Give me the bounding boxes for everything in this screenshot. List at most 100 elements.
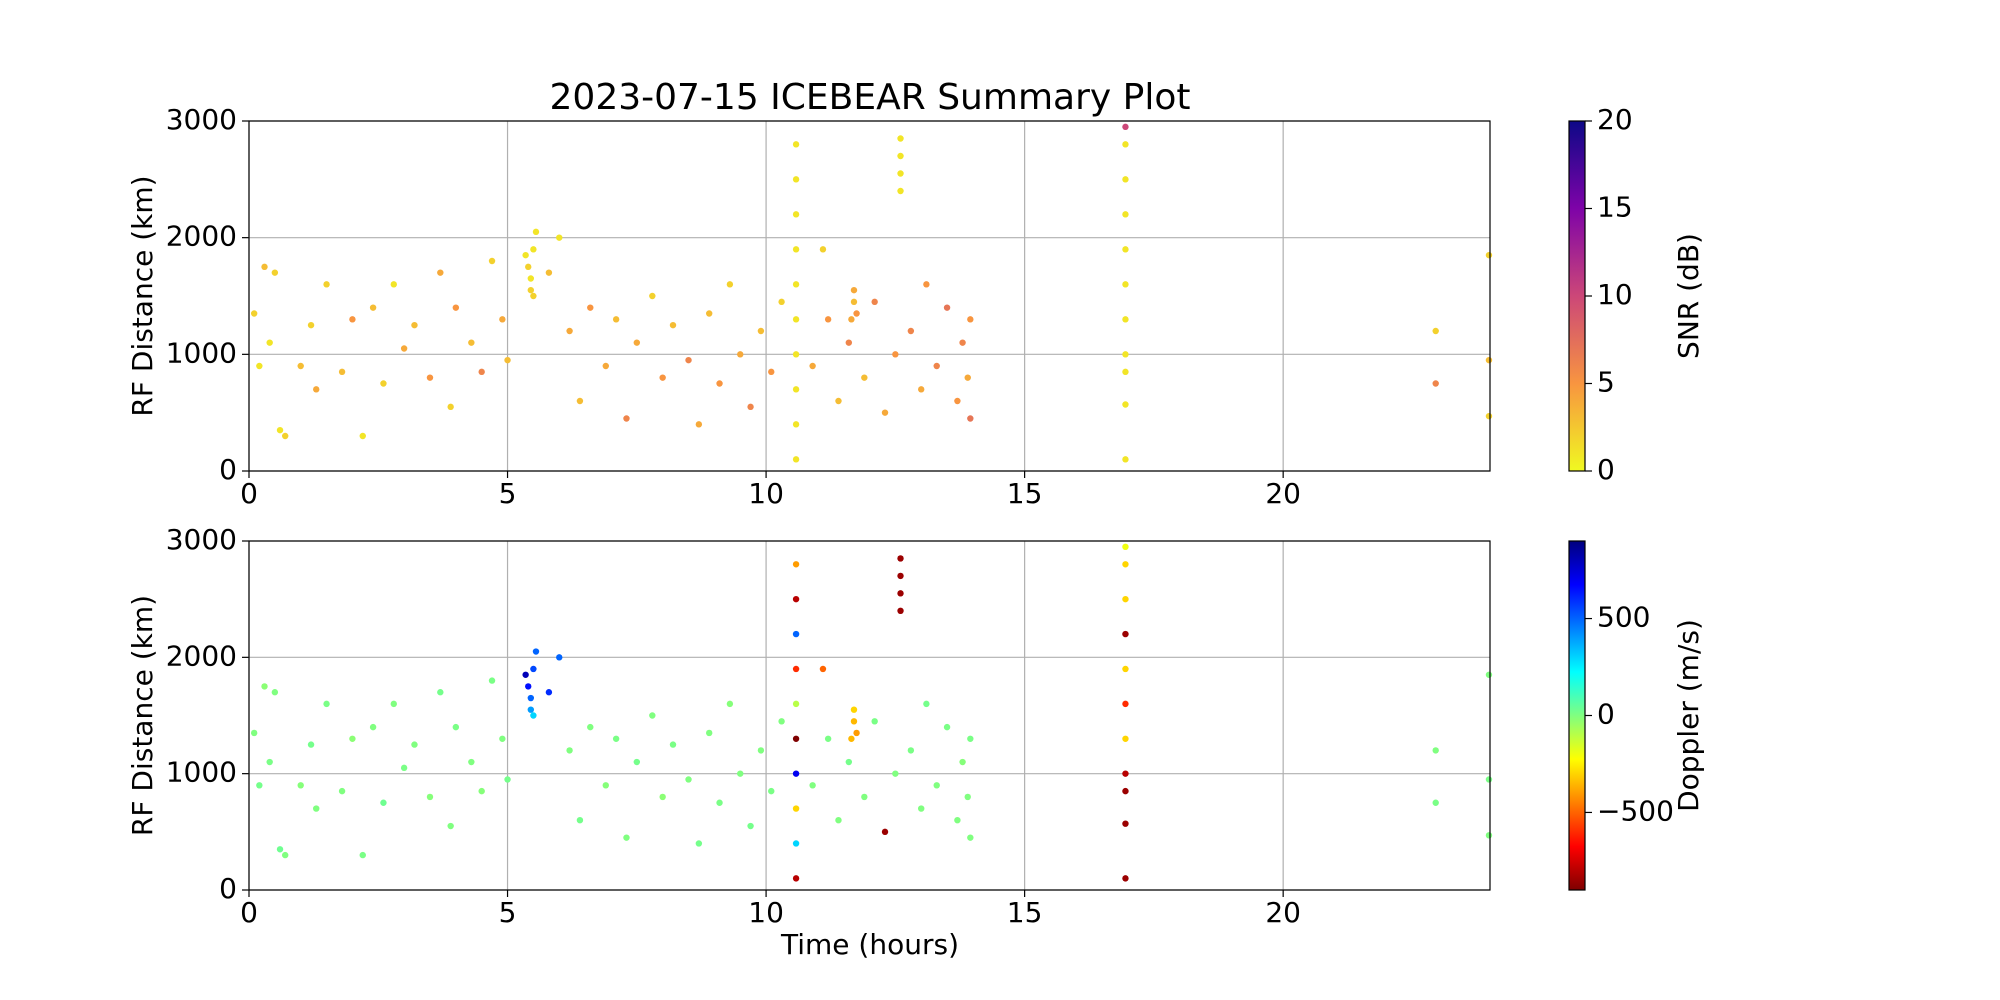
data-point [659,793,666,801]
data-point [411,321,418,329]
data-point [313,386,320,393]
data-point [809,782,816,789]
y-tick-label: 2000 [166,639,237,672]
data-point [276,846,284,853]
data-point [281,432,289,440]
data-point [792,630,800,638]
data-point [452,304,460,311]
data-point [943,723,951,731]
data-point [659,374,666,381]
data-point [792,316,800,323]
data-point [602,782,609,789]
data-point [737,351,744,358]
data-point [522,671,529,678]
data-point [556,234,563,241]
data-point [437,269,444,276]
data-point [964,793,971,801]
data-point [1122,176,1129,183]
data-point [824,735,832,742]
data-point [400,345,408,352]
data-point [835,397,842,405]
data-point [792,421,800,428]
data-point [792,281,800,288]
data-point [819,665,827,673]
data-point [706,729,713,737]
y-axis-label: RF Distance (km) [126,175,159,416]
data-point [871,298,878,306]
data-point [1122,351,1129,358]
data-point [623,834,630,841]
data-point [669,321,677,329]
data-point [792,386,800,393]
data-point [792,840,800,847]
data-point [897,607,904,614]
data-point [532,228,540,236]
data-point [1485,356,1493,364]
data-point [437,689,444,696]
data-point [447,403,454,411]
data-point [1122,735,1129,742]
data-point [954,397,961,405]
data-point [1122,561,1129,568]
data-point [313,805,320,812]
y-tick-label: 0 [219,453,237,486]
data-point [892,351,899,358]
data-point [323,281,330,288]
data-point [323,700,330,708]
data-point [1485,832,1493,839]
data-point [411,741,418,748]
data-point [527,694,535,702]
data-point [819,246,827,253]
data-point [468,758,475,766]
data-point [967,735,974,742]
data-point [587,304,594,311]
y-tick-label: 0 [219,872,237,905]
data-point [1122,246,1129,253]
data-point [892,770,899,777]
data-point [338,787,346,795]
data-point [297,362,304,370]
data-point [1432,380,1439,387]
data-point [530,712,537,719]
data-point [792,351,800,358]
y-axis-label: RF Distance (km) [126,595,159,836]
data-point [850,718,858,725]
data-point [835,817,842,824]
x-tick-label: 15 [1007,477,1043,510]
data-point [281,851,289,859]
data-point [726,281,734,288]
data-point [522,251,529,259]
colorbar-tick-label: 500 [1597,601,1650,634]
data-point [943,304,951,311]
data-point [369,304,377,311]
data-point [1122,401,1129,408]
data-point [685,776,692,783]
data-point [1432,327,1439,335]
data-point [359,432,366,440]
data-point [633,339,641,346]
colorbar-tick-label: 15 [1597,191,1633,224]
data-point [923,700,930,708]
data-point [532,648,540,655]
data-point [1122,787,1129,795]
data-point [527,275,535,282]
data-point [845,339,853,346]
data-point [1122,316,1129,323]
data-point [587,723,594,731]
plot-frame [248,120,1491,472]
colorbar-label: SNR (dB) [1672,233,1705,359]
x-tick-label: 5 [499,896,517,929]
colorbar-label: Doppler (m/s) [1672,619,1705,812]
data-point [747,822,754,830]
data-point [792,141,800,148]
data-point [369,723,377,731]
data-point [390,700,397,708]
data-point [778,298,785,306]
data-point [504,356,511,364]
y-tick-label: 1000 [166,756,237,789]
data-point [297,782,304,789]
data-point [527,286,535,294]
data-point [967,834,974,841]
data-point [338,368,346,376]
data-point [256,782,263,789]
